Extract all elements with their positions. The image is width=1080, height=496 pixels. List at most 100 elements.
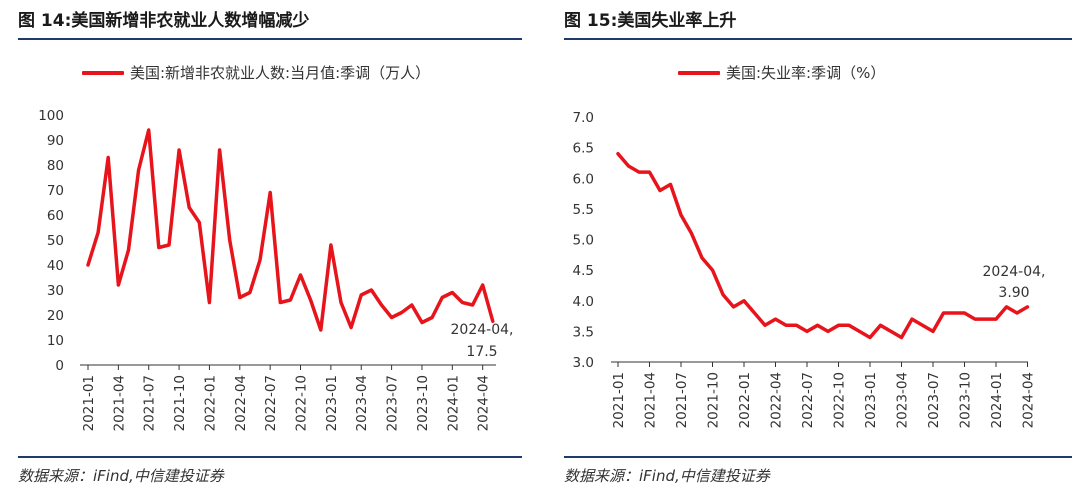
data-point xyxy=(931,330,935,333)
data-point xyxy=(127,248,130,252)
data-point xyxy=(329,243,333,247)
data-point xyxy=(942,311,945,315)
data-point xyxy=(658,189,662,192)
x-tick-label: 2024-04 xyxy=(476,375,492,431)
data-point xyxy=(690,232,693,235)
data-point xyxy=(147,128,150,132)
data-point xyxy=(96,231,100,234)
data-point xyxy=(679,213,683,217)
data-point xyxy=(208,301,211,304)
data-point xyxy=(360,293,363,297)
legend-label: 美国:新增非农就业人数:当月值:季调（万人） xyxy=(130,64,431,82)
y-tick-label: 6.5 xyxy=(573,141,594,157)
data-point xyxy=(198,221,201,224)
unemployment-chart: 2024-04, 3.90 3.0 3.5 4.0 4.5 5.0 5.5 6.0 6.5 7.… xyxy=(573,110,1046,428)
data-point xyxy=(847,324,851,327)
x-tick-label: 2023-07 xyxy=(926,372,942,428)
data-point xyxy=(837,324,840,327)
annotation-date: 2024-04, xyxy=(451,322,514,338)
nonfarm-chart: 2024-04, 17.5 0 10 20 30 40 50 60 70 80 90 100 2021… xyxy=(38,108,514,431)
y-tick-label: 20 xyxy=(47,308,64,324)
data-point xyxy=(86,263,90,267)
y-tick-label: 60 xyxy=(47,208,64,224)
y-tick-label: 80 xyxy=(47,158,64,174)
data-point xyxy=(451,291,454,294)
bottom-rule xyxy=(564,456,1072,458)
data-point xyxy=(700,256,704,260)
bottom-rule xyxy=(18,456,522,458)
data-point xyxy=(648,170,651,174)
data-point xyxy=(268,191,272,194)
data-point xyxy=(157,246,161,249)
y-tick-label: 4.0 xyxy=(573,294,594,310)
data-point xyxy=(616,152,620,155)
unemployment-panel: 图 15:美国失业率上升 美国:失业率:季调（%） 2024-04, 3.90 … xyxy=(546,0,1080,496)
x-tick-label: 2021-07 xyxy=(142,375,158,431)
annotation-date: 2024-04, xyxy=(983,264,1046,280)
x-tick-label: 2024-01 xyxy=(445,375,461,431)
data-point xyxy=(952,311,956,315)
data-point xyxy=(248,291,252,294)
data-point xyxy=(858,330,861,333)
x-tick-label: 2022-01 xyxy=(202,375,218,431)
y-tick-label: 10 xyxy=(47,333,64,349)
x-tick-label: 2021-07 xyxy=(674,372,690,428)
data-point xyxy=(481,283,484,287)
y-tick-label: 5.5 xyxy=(573,202,594,218)
data-point xyxy=(188,206,191,209)
data-point xyxy=(441,296,444,299)
data-point xyxy=(879,324,882,327)
x-tick-label: 2021-04 xyxy=(643,372,659,428)
data-point xyxy=(228,238,231,242)
data-point xyxy=(380,303,383,307)
legend: 美国:失业率:季调（%） xyxy=(678,62,885,83)
data-point xyxy=(471,303,474,307)
x-tick-label: 2022-01 xyxy=(737,372,753,428)
data-point xyxy=(994,317,998,321)
data-point xyxy=(984,317,987,321)
data-point xyxy=(637,170,641,174)
data-point xyxy=(107,156,110,159)
data-point xyxy=(461,301,464,304)
legend-label: 美国:失业率:季调（%） xyxy=(726,64,886,82)
data-point xyxy=(826,330,830,333)
data-point xyxy=(732,305,735,309)
y-tick-label: 70 xyxy=(47,183,64,199)
data-point xyxy=(868,336,872,339)
source-note: 数据来源：iFind,中信建投证券 xyxy=(564,467,770,485)
y-tick-label: 90 xyxy=(47,133,64,149)
x-tick-label: 2023-10 xyxy=(415,375,431,431)
data-point xyxy=(167,243,171,247)
data-point xyxy=(218,148,221,152)
data-point xyxy=(177,148,181,152)
data-point xyxy=(795,324,798,327)
x-tick-label: 2023-07 xyxy=(385,375,401,431)
annotation-value: 3.90 xyxy=(998,285,1029,301)
x-tick-label: 2021-10 xyxy=(172,375,188,431)
data-point xyxy=(117,283,120,287)
chart-title: 图 14:美国新增非农就业人数增幅减少 xyxy=(18,11,310,31)
y-tick-label: 4.5 xyxy=(573,263,594,279)
data-point xyxy=(349,326,353,329)
x-tick-label: 2022-07 xyxy=(800,372,816,428)
data-point xyxy=(900,336,903,339)
x-tick-label: 2023-01 xyxy=(863,372,879,428)
x-tick-label: 2023-04 xyxy=(354,375,370,431)
data-point xyxy=(784,324,788,327)
data-point xyxy=(627,164,630,168)
y-tick-label: 40 xyxy=(47,258,64,274)
x-tick-label: 2022-10 xyxy=(832,372,848,428)
data-point xyxy=(669,183,672,186)
data-point xyxy=(137,168,140,172)
data-point xyxy=(238,296,241,299)
data-point xyxy=(289,298,292,302)
data-point xyxy=(721,293,725,296)
x-tick-label: 2021-01 xyxy=(81,375,97,431)
x-tick-label: 2021-10 xyxy=(706,372,722,428)
data-point xyxy=(390,316,393,319)
data-point xyxy=(816,324,819,327)
y-tick-label: 0 xyxy=(55,358,64,374)
data-point xyxy=(309,298,312,302)
data-point xyxy=(963,311,966,315)
y-tick-label: 30 xyxy=(47,283,64,299)
